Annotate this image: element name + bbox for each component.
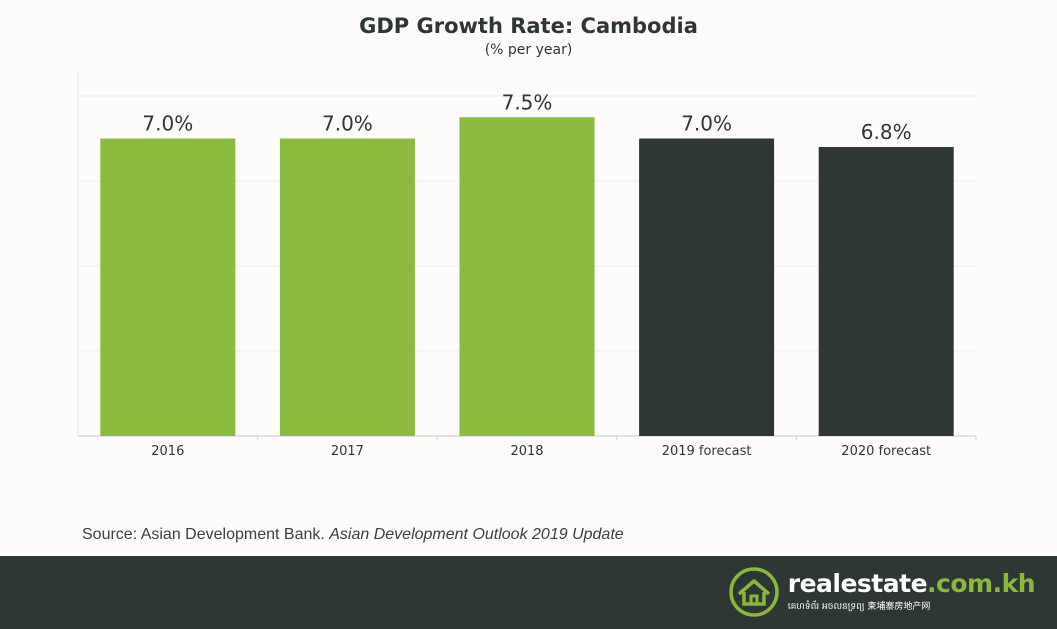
bar-value-label: 7.0% (681, 112, 732, 136)
chart-title: GDP Growth Rate: Cambodia (359, 14, 698, 38)
bar (639, 138, 775, 436)
x-tick-label: 2018 (510, 444, 543, 459)
source-prefix: Source: Asian Development Bank. (82, 526, 330, 543)
brand-domain: .com.kh (927, 569, 1035, 598)
source-note: Source: Asian Development Bank. Asian De… (82, 526, 624, 544)
x-tick-label: 2020 forecast (841, 444, 931, 459)
chart-subtitle: (% per year) (484, 42, 573, 58)
source-publication: Asian Development Outlook 2019 Update (329, 526, 624, 543)
brand-name: realestate (787, 569, 928, 598)
footer-bar: realestate.com.kh គេហទំព័រ អចលនទ្រព្យ 柬埔… (0, 556, 1057, 629)
bar-chart: 7.0% 2016 7.0% 2017 7.5% 2018 7.0% 2019 forecas… (77, 72, 977, 459)
x-tick-label: 2017 (331, 444, 364, 459)
brand-tagline: គេហទំព័រ អចលនទ្រព្យ 柬埔寨房地产网 (787, 602, 931, 612)
bar-value-label: 7.0% (322, 112, 373, 136)
bar-value-label: 6.8% (861, 120, 912, 144)
bar-value-label: 7.5% (502, 90, 553, 114)
chart-card: GDP Growth Rate: Cambodia (% per year) 7… (77, 14, 977, 544)
bar (100, 138, 236, 436)
house-logo-icon (728, 567, 779, 617)
bar (279, 138, 415, 436)
bar (459, 117, 595, 436)
bar-value-label: 7.0% (142, 112, 193, 136)
brand-logo[interactable]: realestate.com.kh គេហទំព័រ អចលនទ្រព្យ 柬埔… (728, 564, 1035, 620)
bar (818, 147, 954, 436)
x-tick-label: 2016 (151, 444, 184, 459)
x-tick-label: 2019 forecast (662, 444, 752, 459)
